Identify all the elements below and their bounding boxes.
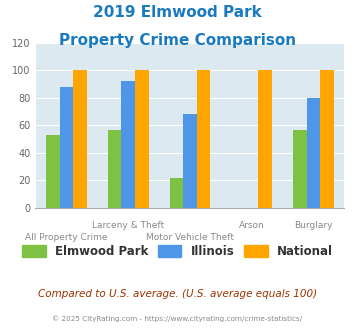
Text: Larceny & Theft: Larceny & Theft (92, 221, 164, 230)
Bar (258, 70, 272, 208)
Bar (60, 87, 73, 208)
Legend: Elmwood Park, Illinois, National: Elmwood Park, Illinois, National (22, 245, 333, 258)
Text: Compared to U.S. average. (U.S. average equals 100): Compared to U.S. average. (U.S. average … (38, 289, 317, 299)
Text: All Property Crime: All Property Crime (25, 233, 108, 242)
Text: Property Crime Comparison: Property Crime Comparison (59, 33, 296, 48)
Bar (293, 129, 307, 208)
Text: 2019 Elmwood Park: 2019 Elmwood Park (93, 5, 262, 20)
Text: Arson: Arson (239, 221, 264, 230)
Bar (135, 70, 148, 208)
Bar (46, 135, 60, 208)
Bar (320, 70, 334, 208)
Bar (307, 98, 320, 208)
Bar (108, 129, 121, 208)
Bar (183, 115, 197, 208)
Bar (73, 70, 87, 208)
Text: Motor Vehicle Theft: Motor Vehicle Theft (146, 233, 234, 242)
Text: © 2025 CityRating.com - https://www.cityrating.com/crime-statistics/: © 2025 CityRating.com - https://www.city… (53, 315, 302, 322)
Bar (170, 178, 183, 208)
Text: Burglary: Burglary (294, 221, 333, 230)
Bar (197, 70, 210, 208)
Bar (121, 82, 135, 208)
